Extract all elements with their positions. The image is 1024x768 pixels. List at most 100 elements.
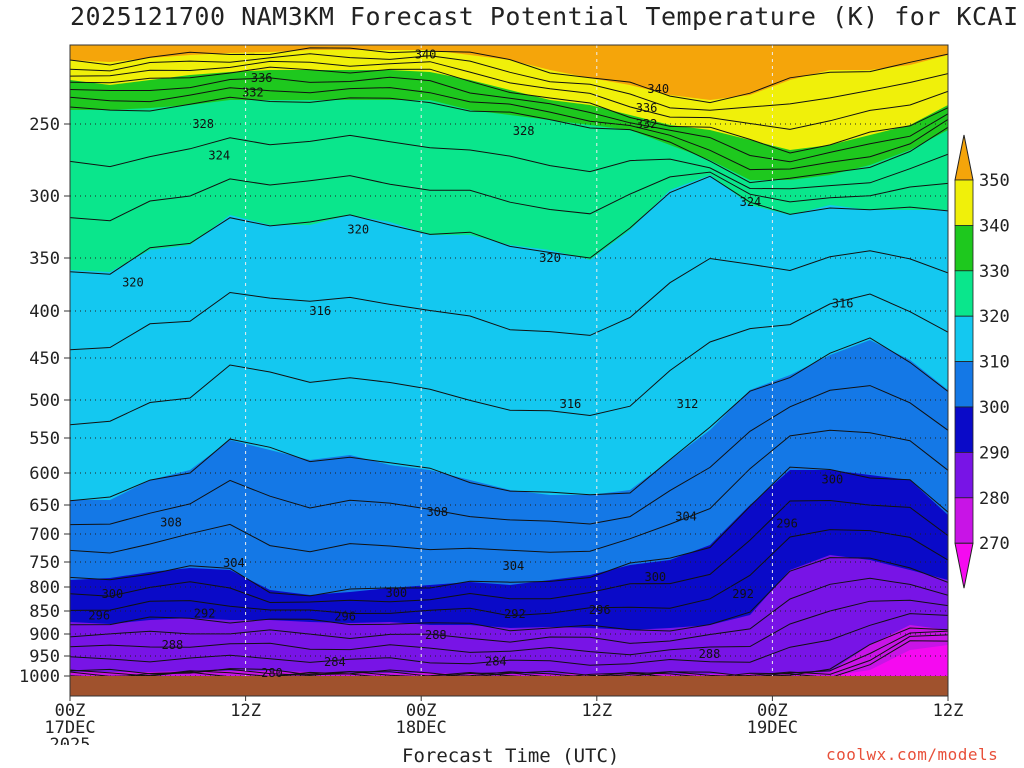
contour-line xyxy=(70,171,948,222)
contour-label: 320 xyxy=(122,275,144,289)
contour-label: 300 xyxy=(644,570,666,584)
contour-label: 288 xyxy=(699,647,721,661)
y-tick-label: 450 xyxy=(29,349,60,369)
colorbar-tick-label: 330 xyxy=(979,262,1010,282)
y-tick-label: 900 xyxy=(29,625,60,645)
contour-label: 300 xyxy=(822,472,844,486)
contour-label: 336 xyxy=(251,71,273,85)
x-tick-label: 18DEC xyxy=(396,718,447,738)
y-tick-label: 600 xyxy=(29,464,60,484)
contour-label: 296 xyxy=(334,610,356,624)
contour-line xyxy=(70,337,948,502)
contour-label: 284 xyxy=(324,655,346,669)
y-tick-label: 700 xyxy=(29,525,60,545)
contour-label: 324 xyxy=(208,149,230,163)
contour-label: 316 xyxy=(309,304,331,318)
terrain-ground xyxy=(70,676,948,696)
contour-label: 332 xyxy=(636,117,658,131)
y-tick-label: 400 xyxy=(29,302,60,322)
contour-label: 320 xyxy=(347,222,369,236)
contour-line xyxy=(70,634,948,676)
contour-line xyxy=(70,466,948,597)
y-tick-label: 1000 xyxy=(19,667,60,687)
colorbar-tick-label: 310 xyxy=(979,353,1010,373)
colorbar-segment xyxy=(954,361,974,408)
contour-line xyxy=(70,134,948,190)
y-tick-label: 800 xyxy=(29,578,60,598)
contour-line xyxy=(70,630,948,676)
contour-line xyxy=(70,577,948,644)
y-tick-label: 750 xyxy=(29,553,60,573)
chart-title: 2025121700 NAM3KM Forecast Potential Tem… xyxy=(70,2,1019,31)
colorbar-tick-label: 280 xyxy=(979,489,1010,509)
colorbar-segment xyxy=(954,451,974,499)
x-tick-label: 17DEC xyxy=(44,718,95,738)
contour-line xyxy=(70,599,948,656)
contour-line xyxy=(70,60,948,130)
colorbar-segment xyxy=(954,497,974,544)
contour-line xyxy=(70,53,948,111)
colorbar-segment xyxy=(954,406,974,453)
colorbar-segment xyxy=(954,224,974,272)
contour-line xyxy=(70,557,948,632)
x-tick-label: 19DEC xyxy=(747,718,798,738)
contour-label: 328 xyxy=(192,117,214,131)
colorbar-top-arrow xyxy=(954,134,974,181)
colorbar-legend: 350 340 330 320 310 300 290 280 270 xyxy=(954,134,1010,589)
contour-label: 308 xyxy=(426,505,448,519)
colorbar-tick-label: 270 xyxy=(979,534,1010,554)
band-fill-8 xyxy=(70,645,948,676)
x-tick-label: 00Z xyxy=(55,701,86,721)
contour-line xyxy=(70,87,948,171)
contour-line xyxy=(70,293,948,426)
y-tick-label: 350 xyxy=(29,249,60,269)
x-tick-label: 12Z xyxy=(933,701,964,721)
contour-line xyxy=(70,250,948,351)
x-tick-label: 2025 xyxy=(50,735,91,745)
x-tick-label: 00Z xyxy=(406,701,437,721)
contour-plot: 3403403363323363323283283243243203203203… xyxy=(19,44,1010,745)
contour-label: 296 xyxy=(589,603,611,617)
contour-label: 312 xyxy=(677,397,699,411)
colorbar-segment xyxy=(954,270,974,317)
x-tick-label: 12Z xyxy=(230,701,261,721)
colorbar-segment xyxy=(954,179,974,226)
contour-label: 304 xyxy=(503,559,525,573)
y-tick-label: 550 xyxy=(29,429,60,449)
contour-label: 340 xyxy=(647,82,669,96)
contour-line xyxy=(70,429,948,554)
colorbar-tick-label: 290 xyxy=(979,443,1010,463)
x-tick-label: 12Z xyxy=(581,701,612,721)
contour-label: 284 xyxy=(485,655,507,669)
contour-label: 332 xyxy=(242,85,264,99)
y-axis: 250 300 350 400 450 500 550 600 650 700 750 800 850 9… xyxy=(19,115,70,687)
source-credit: coolwx.com/models xyxy=(826,745,999,764)
contour-label: 288 xyxy=(425,628,447,642)
contour-line xyxy=(70,96,948,184)
x-axis-title: Forecast Time (UTC) xyxy=(402,745,620,767)
colorbar-segment xyxy=(954,315,974,363)
y-tick-label: 300 xyxy=(29,187,60,207)
contour-label: 292 xyxy=(732,587,754,601)
contour-label: 292 xyxy=(194,606,216,620)
contour-line xyxy=(70,613,948,666)
contour-label: 288 xyxy=(162,638,184,652)
contour-label: 328 xyxy=(513,124,535,138)
contour-label: 308 xyxy=(160,515,182,529)
contour-label: 296 xyxy=(776,517,798,531)
colorbar-tick-label: 320 xyxy=(979,307,1010,327)
colorbar-tick-label: 300 xyxy=(979,398,1010,418)
contour-line xyxy=(70,47,948,104)
filled-contours xyxy=(70,45,948,676)
contour-label: 316 xyxy=(832,297,854,311)
contour-label: 292 xyxy=(504,607,526,621)
contour-label: 280 xyxy=(261,666,283,680)
contour-label: 300 xyxy=(385,586,407,600)
contour-line xyxy=(70,66,948,154)
colorbar-tick-label: 350 xyxy=(979,171,1010,191)
contour-label: 316 xyxy=(560,397,582,411)
contour-label: 300 xyxy=(102,587,124,601)
contour-label: 324 xyxy=(740,195,762,209)
plot-frame xyxy=(69,44,949,697)
